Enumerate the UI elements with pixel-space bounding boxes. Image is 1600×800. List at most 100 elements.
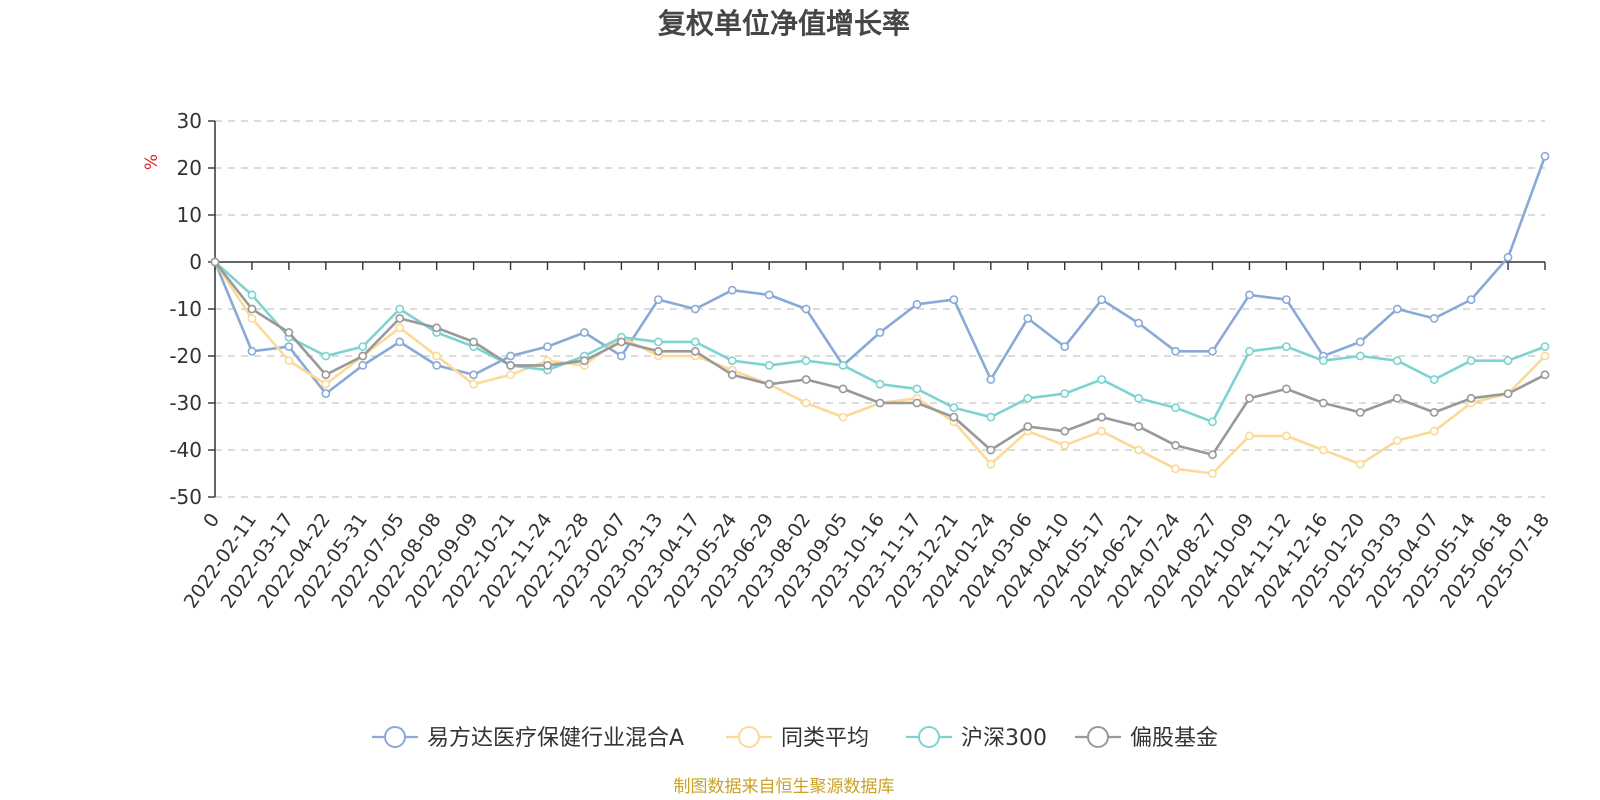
data-point xyxy=(247,346,257,356)
y-tick-label: -20 xyxy=(169,344,202,368)
legend-marker-icon xyxy=(738,726,760,748)
data-point xyxy=(1134,393,1144,403)
legend-item[interactable]: 偏股基金 xyxy=(1075,726,1218,751)
series-lines xyxy=(210,151,1550,478)
data-point xyxy=(1540,351,1550,361)
data-point xyxy=(1466,356,1476,366)
data-point xyxy=(764,379,774,389)
data-point xyxy=(764,290,774,300)
data-point xyxy=(986,375,996,384)
data-point xyxy=(580,356,589,366)
data-point xyxy=(801,375,811,384)
data-point xyxy=(949,403,959,413)
data-point xyxy=(1060,440,1070,450)
data-point xyxy=(1281,295,1291,304)
data-point xyxy=(1429,426,1439,436)
data-point xyxy=(653,295,663,304)
data-point xyxy=(838,412,848,422)
data-point xyxy=(1208,469,1217,478)
data-point xyxy=(395,313,405,323)
data-point xyxy=(1208,417,1217,427)
data-point xyxy=(469,337,479,347)
series-1 xyxy=(210,257,1550,478)
legend-item[interactable]: 易方达医疗保健行业混合A xyxy=(372,726,684,751)
data-point xyxy=(1318,445,1328,455)
data-point xyxy=(986,445,996,455)
data-point xyxy=(1503,252,1513,262)
data-point xyxy=(949,412,959,422)
data-point xyxy=(875,328,885,337)
legend-marker-icon xyxy=(384,726,406,748)
legend-item[interactable]: 同类平均 xyxy=(726,726,869,751)
data-point xyxy=(284,328,294,337)
data-point xyxy=(432,360,442,370)
axes: 3020100-10-20-30-40-5002022-02-112022-03… xyxy=(169,109,1554,612)
legend-item[interactable]: 沪深300 xyxy=(906,726,1047,751)
data-point xyxy=(1023,313,1033,323)
data-point xyxy=(1134,445,1144,455)
data-point xyxy=(1540,342,1550,351)
data-point xyxy=(838,360,848,370)
data-point xyxy=(1429,407,1439,417)
data-point xyxy=(1245,393,1254,403)
data-point xyxy=(1355,459,1365,469)
data-point xyxy=(1060,389,1070,398)
data-point xyxy=(653,337,663,347)
data-point xyxy=(616,337,626,347)
data-point xyxy=(469,370,479,380)
legend-marker-icon xyxy=(1087,726,1109,748)
data-point xyxy=(321,389,331,398)
data-point xyxy=(1355,407,1365,417)
data-point xyxy=(1429,313,1439,323)
data-point xyxy=(1097,426,1107,436)
y-tick-label: -40 xyxy=(169,438,202,462)
data-point xyxy=(875,398,885,408)
legend-label: 沪深300 xyxy=(961,726,1047,751)
data-point xyxy=(1392,304,1402,314)
data-point xyxy=(543,360,552,370)
data-point xyxy=(986,459,996,469)
data-point xyxy=(1466,393,1476,403)
data-point xyxy=(1281,431,1291,441)
data-point xyxy=(506,351,515,361)
data-point xyxy=(358,360,368,370)
data-point xyxy=(1171,403,1180,413)
data-point xyxy=(912,299,922,309)
data-point xyxy=(1355,351,1365,361)
data-point xyxy=(395,337,405,347)
legend[interactable]: 易方达医疗保健行业混合A 同类平均 沪深300 偏股基金 xyxy=(372,726,1218,751)
data-point xyxy=(653,346,663,356)
data-point xyxy=(801,398,811,408)
data-point xyxy=(1318,398,1328,408)
data-point xyxy=(838,384,848,394)
legend-label: 易方达医疗保健行业混合A xyxy=(427,726,684,751)
data-point xyxy=(1245,290,1254,300)
data-point xyxy=(1171,464,1180,474)
y-tick-label: -30 xyxy=(169,391,202,415)
data-point xyxy=(1429,375,1439,384)
grid-lines xyxy=(215,120,1545,498)
data-point xyxy=(284,342,294,351)
data-point xyxy=(395,323,405,333)
data-point xyxy=(1023,422,1033,431)
data-point xyxy=(1281,384,1291,394)
y-tick-label: -10 xyxy=(169,297,202,321)
data-point xyxy=(1171,346,1180,356)
data-point xyxy=(1208,450,1217,460)
data-point xyxy=(247,290,257,300)
y-axis-unit: % xyxy=(142,154,162,170)
data-point xyxy=(1540,370,1550,380)
data-point xyxy=(1392,436,1402,445)
data-point xyxy=(1245,346,1254,356)
data-point xyxy=(1466,295,1476,304)
data-point xyxy=(727,285,737,295)
data-point xyxy=(284,356,294,366)
data-point xyxy=(912,398,922,408)
data-point xyxy=(1245,431,1254,441)
series-line xyxy=(213,261,1546,475)
data-point xyxy=(616,351,626,361)
legend-label: 同类平均 xyxy=(781,726,869,751)
legend-marker-icon xyxy=(918,726,940,748)
data-point xyxy=(1134,318,1144,328)
